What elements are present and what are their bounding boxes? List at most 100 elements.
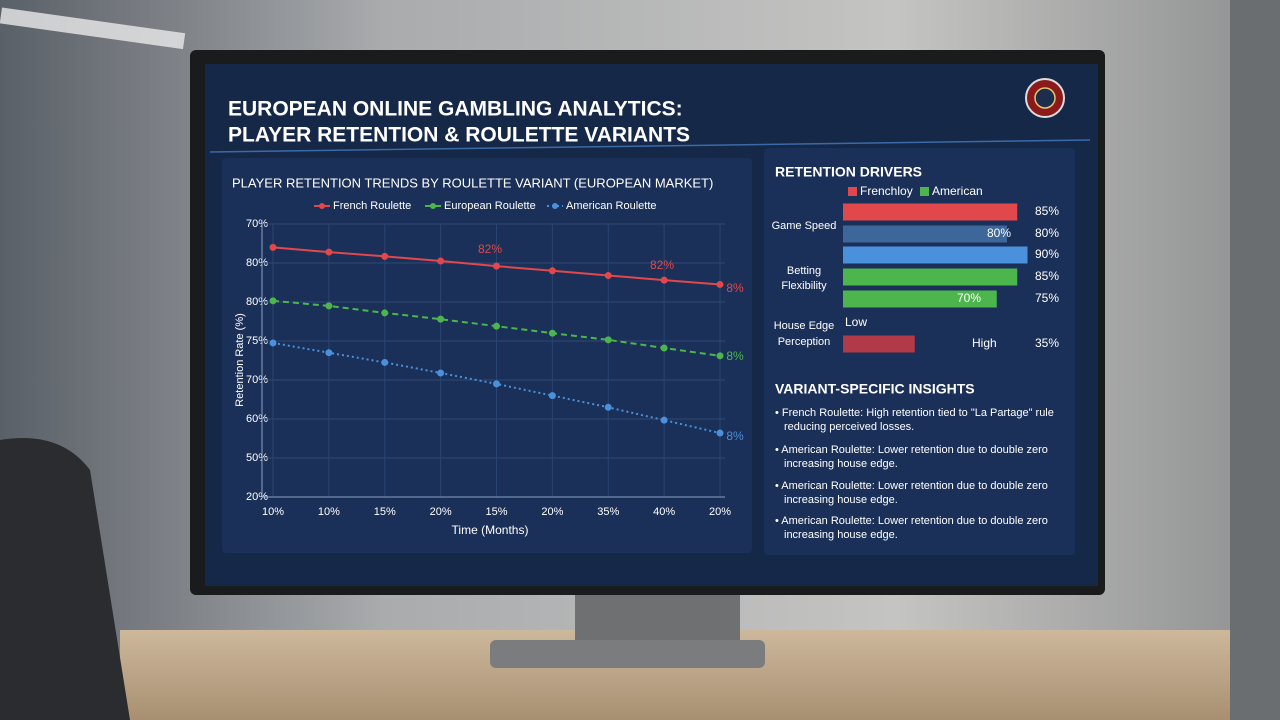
insight-text: • American Roulette: Lower retention due… (775, 480, 1048, 492)
legend-label: European Roulette (444, 200, 536, 212)
x-tick-label: 35% (597, 506, 619, 518)
insight-text: increasing house edge. (784, 494, 898, 506)
x-axis-label: Time (Months) (452, 523, 529, 537)
data-point (325, 302, 333, 310)
bar-value-label: 90% (1035, 247, 1059, 261)
line-chart-panel (222, 158, 752, 553)
data-point (660, 276, 668, 284)
x-tick-label: 10% (262, 506, 284, 518)
x-tick-label: 40% (653, 506, 675, 518)
x-tick-label: 15% (485, 506, 507, 518)
annotation: 8% (726, 349, 744, 363)
data-point (381, 309, 389, 317)
bar-annotation: Low (845, 315, 867, 329)
bar-value-label: 35% (1035, 336, 1059, 350)
annotation: 8% (726, 429, 744, 443)
insight-text: • American Roulette: Lower retention due… (775, 444, 1048, 456)
y-tick-label: 70% (246, 374, 268, 386)
insight-text: reducing perceived losses. (784, 421, 914, 433)
series-line (272, 341, 721, 435)
roulette-logo-center (1034, 87, 1056, 109)
y-tick-label: 80% (246, 257, 268, 269)
ceiling-light (0, 7, 186, 50)
insights-title: VARIANT-SPECIFIC INSIGHTS (775, 381, 975, 397)
legend-marker (430, 203, 436, 209)
data-point (381, 358, 389, 366)
legend-label: French Roulette (333, 200, 411, 212)
legend-marker (552, 203, 558, 209)
bar-value-label: 85% (1035, 269, 1059, 283)
bar (843, 225, 1007, 243)
bar (843, 268, 1018, 286)
legend-marker (319, 203, 325, 209)
y-tick-label: 75% (246, 335, 268, 347)
bar (843, 290, 997, 308)
annotation: 82% (650, 258, 674, 272)
legend-label: Frenchloy (860, 184, 913, 198)
wall-edge (1230, 0, 1280, 720)
y-tick-label: 80% (246, 296, 268, 308)
y-tick-label: 20% (246, 491, 268, 503)
data-point (269, 297, 277, 305)
legend-swatch (848, 187, 857, 196)
data-point (437, 369, 445, 377)
x-tick-label: 20% (709, 506, 731, 518)
legend-label: American Roulette (566, 200, 657, 212)
y-tick-label: 60% (246, 413, 268, 425)
y-tick-label: 50% (246, 452, 268, 464)
insight-text: increasing house edge. (784, 529, 898, 541)
bar-annotation: 80% (987, 226, 1011, 240)
data-point (493, 380, 500, 388)
data-point (493, 262, 500, 270)
line-chart-title: PLAYER RETENTION TRENDS BY ROULETTE VARI… (232, 175, 713, 190)
data-point (493, 322, 500, 330)
data-point (716, 429, 724, 437)
data-point (604, 336, 612, 344)
legend-label: American (932, 184, 983, 198)
x-tick-label: 20% (541, 506, 563, 518)
data-point (548, 267, 556, 275)
category-label: House Edge Perception (774, 320, 835, 348)
bar-chart-title: RETENTION DRIVERS (775, 164, 922, 180)
data-point (604, 403, 612, 411)
data-point (437, 315, 445, 323)
chair (0, 438, 130, 720)
data-point (660, 344, 668, 352)
data-point (269, 243, 277, 251)
bar-annotation: 70% (957, 291, 981, 305)
data-point (548, 392, 556, 400)
monitor-base (490, 640, 765, 668)
bar-value-label: 75% (1035, 291, 1059, 305)
x-tick-label: 15% (374, 506, 396, 518)
bar (843, 335, 915, 353)
dashboard-title: EUROPEAN ONLINE GAMBLING ANALYTICS: (228, 98, 683, 121)
bar (843, 203, 1018, 221)
category-label: Game Speed (772, 220, 837, 232)
y-axis-label: Retention Rate (%) (234, 313, 246, 407)
data-point (437, 257, 445, 265)
data-point (716, 280, 724, 288)
data-point (660, 416, 668, 424)
annotation: 82% (478, 242, 502, 256)
header-divider (209, 139, 1091, 153)
annotation: 8% (726, 281, 744, 295)
data-point (269, 339, 277, 347)
data-point (548, 329, 556, 337)
data-point (325, 248, 333, 256)
insight-text: • French Roulette: High retention tied t… (775, 407, 1054, 419)
insight-text: increasing house edge. (784, 458, 898, 470)
bar-value-label: 85% (1035, 204, 1059, 218)
bar-annotation: High (972, 336, 997, 350)
bar (843, 246, 1028, 264)
x-tick-label: 20% (430, 506, 452, 518)
y-tick-label: 70% (246, 218, 268, 230)
data-point (381, 252, 389, 260)
legend-swatch (920, 187, 929, 196)
data-point (325, 349, 333, 357)
dashboard-title: PLAYER RETENTION & ROULETTE VARIANTS (228, 124, 690, 147)
bar-value-label: 80% (1035, 226, 1059, 240)
data-point (716, 352, 724, 360)
category-label: Betting Flexibility (781, 265, 827, 292)
